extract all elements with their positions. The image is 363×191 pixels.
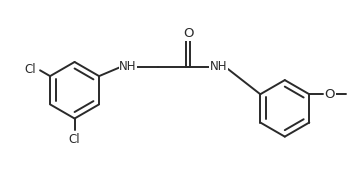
- Text: O: O: [183, 27, 193, 40]
- Text: Cl: Cl: [69, 133, 80, 146]
- Text: NH: NH: [210, 60, 227, 73]
- Text: Cl: Cl: [24, 63, 36, 76]
- Text: O: O: [325, 88, 335, 101]
- Text: NH: NH: [119, 60, 136, 73]
